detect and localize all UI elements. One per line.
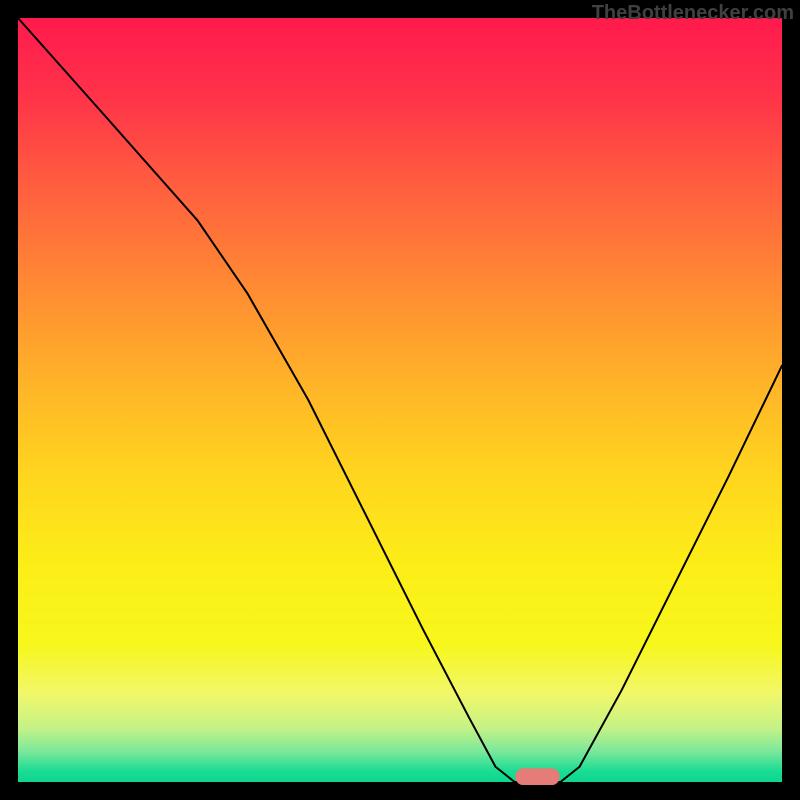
optimal-marker [515,768,559,785]
bottleneck-chart [0,0,800,800]
chart-container: TheBottlenecker.com [0,0,800,800]
plot-background [18,18,782,782]
